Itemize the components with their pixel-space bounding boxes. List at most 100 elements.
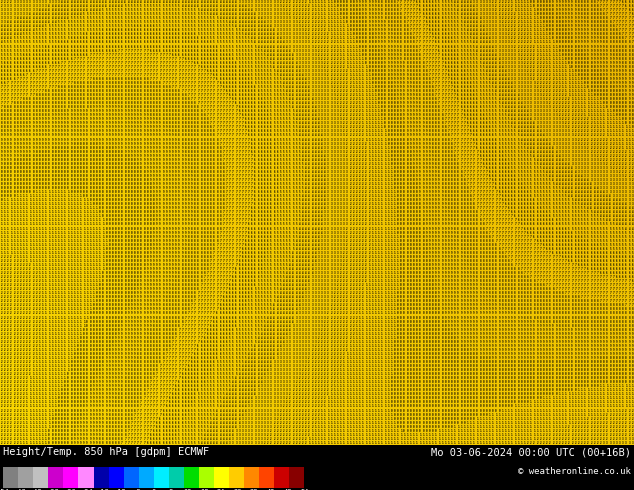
Text: 5: 5	[245, 319, 247, 323]
Text: 4: 4	[318, 226, 320, 230]
Text: 1: 1	[387, 231, 389, 235]
Text: 0: 0	[64, 146, 66, 149]
Text: 6: 6	[625, 275, 627, 279]
Text: 1: 1	[102, 251, 104, 255]
Text: 1: 1	[61, 332, 63, 336]
Text: 1: 1	[349, 441, 351, 445]
Text: 4: 4	[622, 210, 624, 214]
Text: 2: 2	[286, 409, 288, 413]
Text: 5: 5	[1, 52, 3, 57]
Text: 2: 2	[501, 8, 503, 12]
Text: 1: 1	[368, 77, 370, 81]
Text: 0: 0	[606, 364, 608, 368]
Text: 6: 6	[264, 235, 266, 239]
Text: 1: 1	[51, 348, 53, 352]
Text: 2: 2	[20, 263, 22, 267]
Text: 5: 5	[299, 178, 301, 182]
Text: 0: 0	[406, 231, 408, 235]
Text: 9: 9	[23, 138, 25, 142]
Text: 4: 4	[238, 413, 240, 416]
Text: 7: 7	[159, 77, 161, 81]
Text: 8: 8	[20, 122, 22, 125]
Text: 2: 2	[20, 267, 22, 271]
Text: 7: 7	[559, 267, 560, 271]
Text: 0: 0	[429, 368, 430, 372]
Text: 8: 8	[58, 109, 60, 113]
Text: 7: 7	[223, 287, 224, 291]
Text: 1: 1	[387, 162, 389, 166]
Text: 1: 1	[55, 271, 56, 275]
Text: 8: 8	[159, 109, 161, 113]
Text: 3: 3	[616, 174, 618, 178]
Text: 6: 6	[245, 255, 247, 259]
Text: 6: 6	[108, 45, 110, 49]
Text: 4: 4	[257, 384, 259, 388]
Text: 2: 2	[356, 210, 358, 214]
Text: 2: 2	[337, 364, 339, 368]
Text: 2: 2	[13, 396, 15, 400]
Text: 1: 1	[559, 52, 560, 57]
Text: 6: 6	[489, 162, 491, 166]
Text: 6: 6	[517, 190, 519, 194]
Text: 8: 8	[194, 125, 196, 129]
Text: 3: 3	[587, 154, 589, 158]
Text: 4: 4	[587, 206, 589, 210]
Text: 1: 1	[372, 129, 373, 133]
Text: 2: 2	[286, 413, 288, 416]
Text: 3: 3	[476, 0, 478, 4]
Text: 0: 0	[448, 332, 450, 336]
Text: 1: 1	[365, 405, 367, 409]
Text: 6: 6	[590, 251, 592, 255]
Text: 0: 0	[400, 396, 402, 400]
Text: 8: 8	[223, 182, 224, 186]
Text: 6: 6	[235, 61, 237, 65]
Text: 7: 7	[593, 287, 595, 291]
Text: 0: 0	[131, 170, 133, 174]
Text: 3: 3	[251, 429, 253, 433]
Text: 5: 5	[467, 61, 469, 65]
Text: 2: 2	[7, 388, 9, 392]
Text: 5: 5	[508, 154, 510, 158]
Text: 9: 9	[606, 340, 608, 344]
Text: 0: 0	[435, 336, 437, 340]
Text: 2: 2	[292, 392, 294, 396]
Text: 1: 1	[540, 32, 541, 36]
Text: 0: 0	[546, 392, 548, 396]
Text: 3: 3	[581, 154, 583, 158]
Text: 1: 1	[609, 400, 611, 404]
Text: 7: 7	[197, 85, 199, 89]
Text: 5: 5	[264, 267, 266, 271]
Text: 4: 4	[318, 243, 320, 246]
Text: 7: 7	[159, 384, 161, 388]
Text: 8: 8	[127, 376, 129, 380]
Text: 4: 4	[86, 8, 88, 12]
Text: 6: 6	[150, 36, 152, 40]
Text: 8: 8	[609, 323, 611, 328]
Text: 8: 8	[172, 122, 174, 125]
Text: 1: 1	[93, 283, 94, 287]
Text: 4: 4	[248, 372, 250, 376]
Text: 1: 1	[80, 312, 82, 316]
Text: 5: 5	[438, 0, 440, 4]
Text: 9: 9	[616, 57, 618, 61]
Text: 1: 1	[64, 198, 66, 202]
Text: 8: 8	[603, 12, 605, 16]
Text: 7: 7	[127, 57, 129, 61]
Text: 3: 3	[324, 263, 326, 267]
Text: 7: 7	[223, 138, 224, 142]
Text: 1: 1	[365, 105, 367, 109]
Text: 3: 3	[302, 344, 304, 348]
Text: 8: 8	[555, 291, 557, 295]
Text: 3: 3	[587, 158, 589, 162]
Text: 4: 4	[546, 138, 548, 142]
Text: 8: 8	[140, 368, 142, 372]
Text: 3: 3	[337, 146, 339, 149]
Text: 2: 2	[321, 405, 323, 409]
Text: 5: 5	[270, 243, 272, 246]
Text: 4: 4	[295, 61, 297, 65]
Text: 0: 0	[435, 368, 437, 372]
Text: 2: 2	[16, 409, 18, 413]
Text: 0: 0	[356, 24, 358, 28]
Text: 1: 1	[13, 235, 15, 239]
Text: 6: 6	[70, 45, 72, 49]
